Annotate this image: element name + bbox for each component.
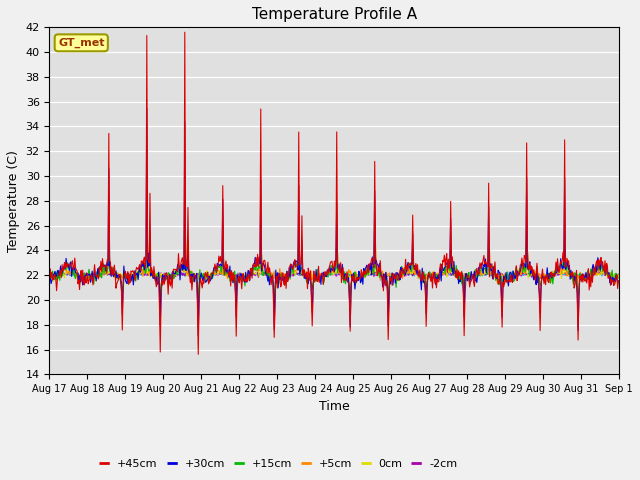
Y-axis label: Temperature (C): Temperature (C) [7, 150, 20, 252]
Title: Temperature Profile A: Temperature Profile A [252, 7, 417, 22]
X-axis label: Time: Time [319, 400, 349, 413]
Text: GT_met: GT_met [58, 38, 104, 48]
